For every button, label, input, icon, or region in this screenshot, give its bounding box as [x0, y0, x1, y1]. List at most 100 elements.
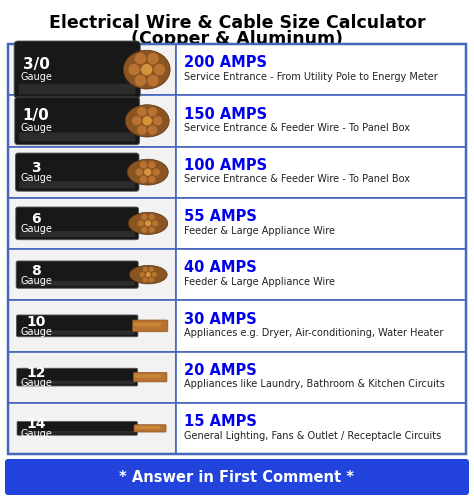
Ellipse shape [134, 75, 146, 87]
FancyBboxPatch shape [19, 331, 135, 335]
Text: Appliances e.g. Dryer, Air-conditioning, Water Heater: Appliances e.g. Dryer, Air-conditioning,… [184, 328, 443, 338]
Text: 12: 12 [26, 366, 46, 380]
Text: 100 AMPS: 100 AMPS [184, 158, 267, 173]
Ellipse shape [152, 220, 159, 227]
Bar [176, 147, 466, 198]
Ellipse shape [137, 125, 147, 135]
Text: 3: 3 [31, 161, 41, 175]
Text: 14: 14 [26, 417, 46, 431]
Ellipse shape [142, 267, 148, 272]
Bar [176, 249, 466, 300]
Bar [8, 198, 176, 249]
FancyBboxPatch shape [16, 207, 138, 240]
Text: Gauge: Gauge [20, 173, 52, 183]
Text: 55 AMPS: 55 AMPS [184, 209, 257, 224]
FancyBboxPatch shape [5, 459, 469, 495]
Text: 1/0: 1/0 [23, 108, 49, 123]
Bar [8, 44, 466, 454]
Ellipse shape [145, 220, 151, 227]
FancyBboxPatch shape [17, 315, 138, 337]
Text: * Answer in First Comment *: * Answer in First Comment * [119, 470, 355, 484]
Bar [176, 351, 466, 403]
Text: Appliances like Laundry, Bathroom & Kitchen Circuits: Appliances like Laundry, Bathroom & Kitc… [184, 380, 445, 389]
Ellipse shape [139, 175, 147, 183]
FancyBboxPatch shape [19, 181, 135, 188]
Ellipse shape [148, 226, 155, 233]
Text: 10: 10 [27, 315, 46, 329]
Ellipse shape [144, 168, 152, 176]
Ellipse shape [127, 159, 168, 185]
Ellipse shape [137, 220, 144, 227]
FancyBboxPatch shape [19, 84, 136, 94]
Text: Gauge: Gauge [20, 276, 52, 286]
FancyBboxPatch shape [14, 41, 140, 98]
Ellipse shape [142, 116, 152, 126]
Text: Gauge: Gauge [20, 327, 52, 337]
Ellipse shape [142, 277, 148, 283]
Bar [176, 198, 466, 249]
Ellipse shape [151, 272, 157, 278]
Text: Service Entrance & Feeder Wire - To Panel Box: Service Entrance & Feeder Wire - To Pane… [184, 123, 410, 133]
Text: 6: 6 [31, 212, 41, 226]
FancyBboxPatch shape [17, 421, 137, 435]
Text: 3/0: 3/0 [23, 57, 49, 72]
Bar [176, 44, 466, 95]
Ellipse shape [139, 272, 145, 278]
FancyBboxPatch shape [16, 261, 138, 288]
Text: 20 AMPS: 20 AMPS [184, 363, 257, 378]
Text: 40 AMPS: 40 AMPS [184, 261, 257, 276]
FancyBboxPatch shape [133, 372, 167, 382]
Ellipse shape [141, 226, 148, 233]
Text: Service Entrance - From Utility Pole to Energy Meter: Service Entrance - From Utility Pole to … [184, 72, 438, 82]
Text: Gauge: Gauge [20, 72, 52, 82]
FancyBboxPatch shape [16, 153, 139, 191]
Ellipse shape [132, 116, 142, 126]
Bar [176, 300, 466, 351]
Text: Feeder & Large Appliance Wire: Feeder & Large Appliance Wire [184, 226, 335, 235]
Text: 200 AMPS: 200 AMPS [184, 55, 267, 71]
Bar [8, 403, 176, 454]
Text: 150 AMPS: 150 AMPS [184, 107, 267, 121]
Text: Gauge: Gauge [20, 378, 52, 388]
FancyBboxPatch shape [15, 97, 140, 145]
FancyBboxPatch shape [19, 231, 135, 237]
Text: Gauge: Gauge [20, 123, 52, 133]
FancyBboxPatch shape [19, 381, 135, 384]
Text: Electrical Wire & Cable Size Calculator: Electrical Wire & Cable Size Calculator [49, 14, 425, 32]
Bar [176, 95, 466, 147]
Text: 30 AMPS: 30 AMPS [184, 311, 257, 327]
Ellipse shape [146, 272, 151, 278]
Ellipse shape [123, 50, 170, 89]
Ellipse shape [148, 214, 155, 221]
FancyBboxPatch shape [19, 133, 135, 142]
Text: Gauge: Gauge [20, 429, 52, 439]
Ellipse shape [128, 64, 140, 76]
Ellipse shape [147, 125, 157, 135]
Bar [8, 351, 176, 403]
Bar [8, 95, 176, 147]
FancyBboxPatch shape [135, 426, 161, 429]
Ellipse shape [135, 168, 143, 176]
Bar [8, 44, 176, 95]
Bar [8, 147, 176, 198]
FancyBboxPatch shape [20, 431, 135, 433]
Ellipse shape [128, 212, 168, 234]
Text: Service Entrance & Feeder Wire - To Panel Box: Service Entrance & Feeder Wire - To Pane… [184, 174, 410, 184]
Ellipse shape [141, 64, 153, 76]
Ellipse shape [129, 266, 167, 284]
FancyBboxPatch shape [17, 368, 137, 386]
Bar [176, 403, 466, 454]
Text: (Copper & Aluminum): (Copper & Aluminum) [131, 30, 343, 48]
Ellipse shape [148, 267, 154, 272]
Text: Feeder & Large Appliance Wire: Feeder & Large Appliance Wire [184, 277, 335, 287]
Text: Gauge: Gauge [20, 224, 52, 234]
Ellipse shape [148, 277, 154, 283]
Ellipse shape [137, 107, 147, 117]
Ellipse shape [147, 52, 159, 65]
Text: General Lighting, Fans & Outlet / Receptacle Circuits: General Lighting, Fans & Outlet / Recept… [184, 430, 441, 440]
Ellipse shape [125, 105, 169, 137]
Ellipse shape [148, 175, 156, 183]
Text: 8: 8 [31, 264, 41, 278]
FancyBboxPatch shape [134, 323, 161, 327]
Ellipse shape [153, 116, 163, 126]
